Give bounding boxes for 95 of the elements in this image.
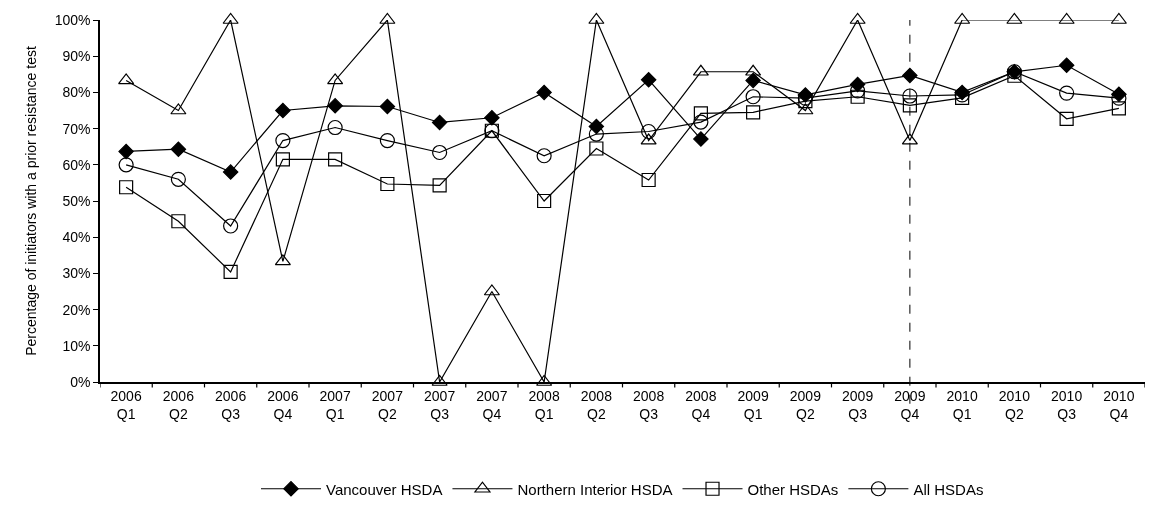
point — [1007, 68, 1022, 83]
x-tick-label: 2008 Q1 — [528, 387, 560, 422]
point — [1006, 12, 1023, 24]
point — [640, 133, 657, 145]
point — [693, 131, 709, 147]
x-tick-label: 2006 Q4 — [267, 387, 299, 422]
y-axis-title: Percentage of initiators with a prior resistance test — [22, 46, 39, 356]
x-tick-label: 2008 Q2 — [580, 387, 613, 422]
point — [327, 119, 343, 136]
y-tick-label: 10% — [62, 337, 91, 354]
y-tick-label: 30% — [62, 265, 91, 282]
point — [379, 12, 396, 24]
point — [379, 98, 396, 115]
y-tick-label: 0% — [70, 373, 91, 390]
point — [275, 152, 290, 167]
point — [588, 12, 605, 24]
point — [380, 176, 395, 192]
x-tick-label: 2006 Q1 — [110, 387, 142, 422]
point — [170, 141, 187, 157]
point — [536, 148, 552, 164]
point — [536, 84, 552, 101]
legend-label: Northern Interior HSDA — [517, 480, 673, 498]
x-tick-label: 2010 Q1 — [946, 387, 978, 422]
point — [484, 109, 500, 126]
y-tick-label: 50% — [62, 192, 91, 209]
x-tick-label: 2010 Q2 — [998, 387, 1031, 422]
point — [223, 218, 239, 234]
point — [222, 164, 239, 180]
point — [118, 157, 134, 173]
x-tick-label: 2006 Q3 — [215, 387, 247, 422]
point — [379, 132, 395, 149]
point — [170, 171, 186, 187]
y-tick-label: 40% — [62, 229, 91, 246]
legend-label: All HSDAs — [913, 480, 984, 498]
point — [745, 64, 762, 76]
x-tick-label: 2009 Q2 — [789, 387, 822, 422]
legend-label: Vancouver HSDA — [326, 480, 443, 498]
point — [432, 178, 447, 193]
y-tick-label: 70% — [62, 120, 91, 137]
x-tick-label: 2007 Q1 — [319, 387, 351, 422]
point — [1059, 85, 1075, 101]
x-tick-label: 2007 Q3 — [424, 387, 456, 422]
point — [693, 106, 708, 121]
point — [745, 72, 761, 89]
point — [902, 88, 918, 104]
point — [1058, 12, 1075, 24]
point — [641, 123, 657, 140]
x-tick-label: 2009 Q3 — [842, 387, 874, 422]
point — [902, 98, 917, 113]
point — [746, 105, 761, 120]
point — [222, 12, 239, 24]
y-tick-label: 80% — [62, 84, 91, 101]
y-tick-label: 60% — [62, 156, 91, 173]
y-tick-label: 20% — [62, 301, 91, 318]
point — [171, 214, 186, 229]
point — [223, 264, 238, 280]
point — [275, 102, 291, 119]
x-tick-label: 2010 Q4 — [1103, 387, 1135, 422]
point — [118, 143, 134, 160]
point — [954, 12, 971, 24]
x-tick-label: 2007 Q4 — [476, 387, 508, 422]
point — [1058, 57, 1075, 73]
point — [327, 73, 344, 85]
point — [432, 144, 448, 161]
x-tick-label: 2008 Q3 — [633, 387, 665, 422]
point — [640, 71, 657, 88]
legend-label: Other HSDAs — [747, 480, 839, 498]
point — [431, 114, 448, 131]
point — [641, 172, 656, 188]
point — [1111, 101, 1126, 116]
point — [275, 132, 291, 149]
point — [797, 103, 814, 115]
point — [119, 180, 134, 195]
point — [1110, 12, 1127, 24]
point — [850, 89, 865, 104]
x-tick-label: 2008 Q4 — [685, 387, 717, 422]
y-tick-label: 100% — [54, 11, 91, 28]
x-tick-label: 2007 Q2 — [371, 387, 404, 422]
point — [745, 89, 761, 105]
point — [118, 73, 135, 85]
point — [693, 114, 709, 130]
point — [537, 193, 552, 209]
y-tick-label: 90% — [62, 48, 91, 65]
point — [328, 152, 343, 167]
point — [327, 98, 343, 114]
x-tick-label: 2006 Q2 — [162, 387, 195, 422]
point — [849, 12, 866, 24]
point — [901, 133, 918, 145]
x-tick-label: 2010 Q3 — [1051, 387, 1083, 422]
point — [589, 141, 604, 156]
x-tick-label: 2009 Q1 — [737, 387, 769, 422]
point — [692, 64, 709, 76]
point — [1059, 111, 1074, 126]
point — [170, 103, 187, 115]
x-tick-label: 2009 Q4 — [894, 387, 926, 422]
